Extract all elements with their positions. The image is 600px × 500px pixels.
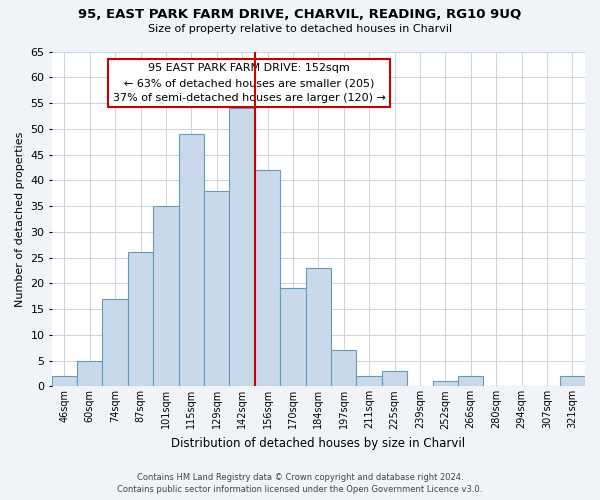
Bar <box>433 381 458 386</box>
Bar <box>153 206 179 386</box>
Bar <box>77 360 103 386</box>
Bar <box>103 299 128 386</box>
Bar <box>255 170 280 386</box>
Text: 95 EAST PARK FARM DRIVE: 152sqm
← 63% of detached houses are smaller (205)
37% o: 95 EAST PARK FARM DRIVE: 152sqm ← 63% of… <box>113 63 385 103</box>
Bar <box>305 268 331 386</box>
Bar <box>458 376 484 386</box>
Bar <box>179 134 204 386</box>
Bar <box>382 371 407 386</box>
Bar <box>331 350 356 386</box>
Bar <box>128 252 153 386</box>
X-axis label: Distribution of detached houses by size in Charvil: Distribution of detached houses by size … <box>171 437 466 450</box>
Text: Contains HM Land Registry data © Crown copyright and database right 2024.
Contai: Contains HM Land Registry data © Crown c… <box>118 472 482 494</box>
Y-axis label: Number of detached properties: Number of detached properties <box>15 132 25 306</box>
Bar <box>280 288 305 386</box>
Bar <box>204 190 229 386</box>
Text: Size of property relative to detached houses in Charvil: Size of property relative to detached ho… <box>148 24 452 34</box>
Bar <box>52 376 77 386</box>
Bar <box>356 376 382 386</box>
Bar <box>560 376 585 386</box>
Bar <box>229 108 255 386</box>
Text: 95, EAST PARK FARM DRIVE, CHARVIL, READING, RG10 9UQ: 95, EAST PARK FARM DRIVE, CHARVIL, READI… <box>79 8 521 20</box>
